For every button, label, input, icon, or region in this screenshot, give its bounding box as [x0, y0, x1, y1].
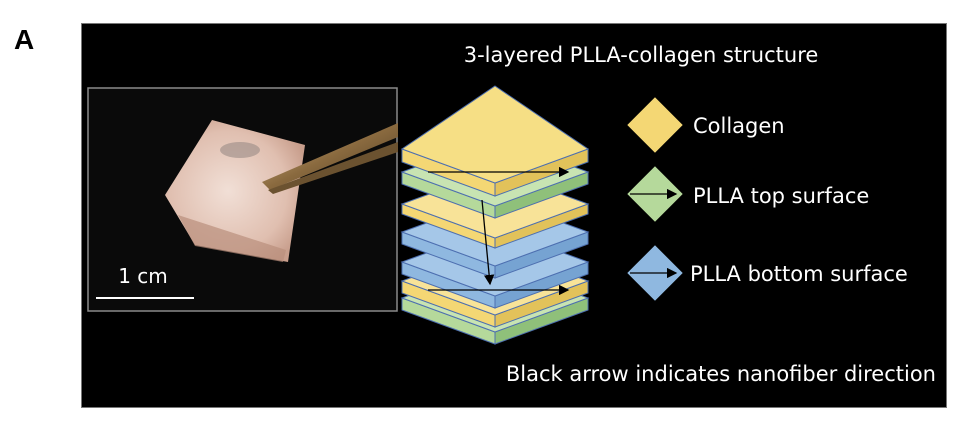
legend-item-plla-top: PLLA top surface	[627, 166, 869, 222]
scale-bar-label: 1 cm	[118, 264, 168, 288]
legend: Collagen PLLA top surface PLLA bottom su…	[627, 97, 908, 301]
photo-inset: 1 cm	[87, 87, 398, 312]
legend-label-plla-top: PLLA top surface	[693, 184, 869, 208]
fiber-arrow-2	[481, 199, 495, 286]
legend-item-collagen: Collagen	[627, 97, 785, 153]
legend-item-plla-bottom: PLLA bottom surface	[627, 245, 908, 301]
panel-label: A	[14, 24, 35, 55]
tweezers-image	[262, 123, 398, 190]
collagen-swatch	[627, 97, 683, 153]
legend-label-plla-bottom: PLLA bottom surface	[690, 262, 908, 286]
legend-label-collagen: Collagen	[693, 114, 785, 138]
layer-stack	[400, 85, 590, 345]
diagram-title: 3-layered PLLA-collagen structure	[464, 43, 819, 67]
caption: Black arrow indicates nanofiber directio…	[506, 362, 936, 386]
